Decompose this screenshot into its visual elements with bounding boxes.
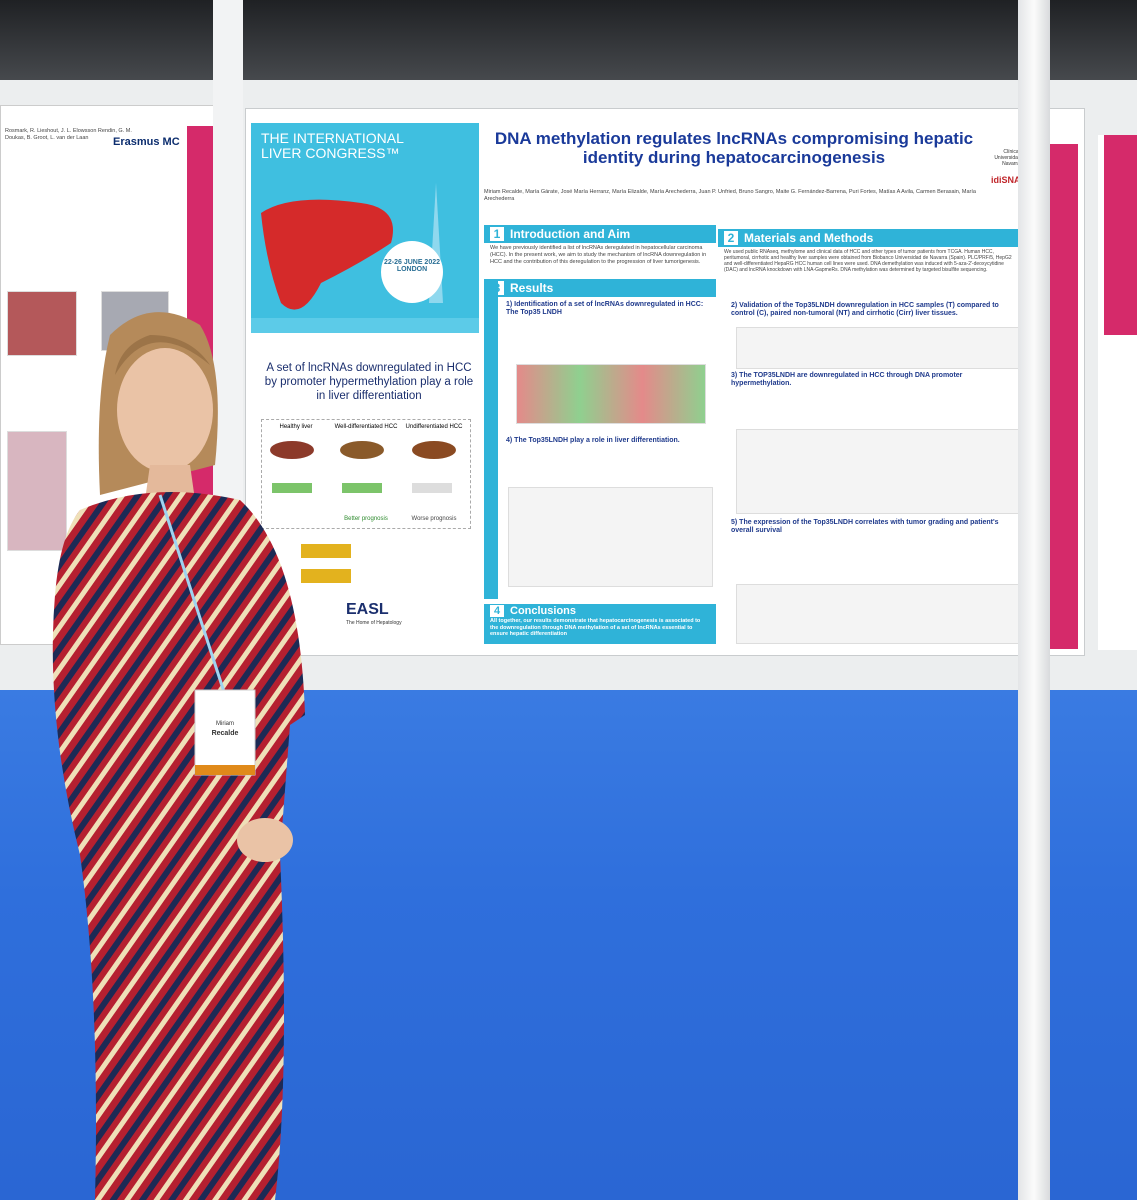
left-figure bbox=[7, 291, 77, 356]
result-heading: 4) The Top35LNDH play a role in liver di… bbox=[506, 437, 680, 444]
result-heading: 1) Identification of a set of lncRNAs do… bbox=[506, 301, 704, 316]
poster: THE INTERNATIONAL LIVER CONGRESS™ 22-26 … bbox=[245, 108, 1085, 656]
logo bbox=[301, 569, 351, 583]
bar-figure bbox=[736, 429, 1021, 514]
statement: A set of lncRNAs downregulated in HCC by… bbox=[264, 362, 474, 402]
stage: Well-differentiated HCC bbox=[334, 424, 398, 430]
left-figure bbox=[7, 431, 67, 551]
date-badge: 22-26 JUNE 2022 LONDON bbox=[381, 241, 443, 303]
heading-text: Introduction and Aim bbox=[510, 227, 631, 241]
stage: Healthy liver bbox=[279, 424, 313, 430]
logo bbox=[301, 544, 351, 558]
heading-text: Conclusions bbox=[510, 605, 577, 617]
stage-diagram: Healthy liver Well-differentiated HCC Un… bbox=[261, 419, 471, 529]
congress-panel: THE INTERNATIONAL LIVER CONGRESS™ 22-26 … bbox=[251, 123, 479, 333]
result-heading: 3) The TOP35LNDH are downregulated in HC… bbox=[731, 372, 963, 387]
prognosis: Worse prognosis bbox=[411, 516, 457, 522]
authors: Miriam Recalde, María Gárate, José María… bbox=[484, 189, 976, 202]
result-heading: 5) The expression of the Top35LNDH corre… bbox=[731, 519, 999, 534]
section: 1 Introduction and Aim We have previously… bbox=[484, 225, 716, 268]
right-poster bbox=[1098, 135, 1137, 650]
section: 2 Materials and Methods We used public RN… bbox=[718, 229, 1018, 275]
badge-surname: Recalde bbox=[212, 730, 239, 737]
dates: 22-26 JUNE 2022 bbox=[383, 259, 441, 266]
stage: Undifferentiated HCC bbox=[405, 424, 463, 430]
right-band bbox=[1104, 135, 1137, 335]
idisna: idiSNA bbox=[991, 175, 1021, 185]
city: LONDON bbox=[396, 266, 428, 273]
section-heading: 4 Conclusions bbox=[484, 604, 716, 618]
congress-name: THE INTERNATIONAL LIVER CONGRESS™ bbox=[261, 130, 404, 161]
bar-figure bbox=[508, 487, 713, 587]
section-text: We used public RNAseq, methylome and cli… bbox=[724, 249, 1012, 273]
heading-text: Results bbox=[510, 281, 554, 295]
institution: Clínica Universidad de Navarra bbox=[994, 149, 1028, 167]
livers bbox=[270, 441, 456, 493]
section: 4 Conclusions All together, our results d… bbox=[484, 604, 716, 644]
easl: EASL bbox=[346, 601, 389, 618]
left-logo: Erasmus MC bbox=[113, 136, 180, 148]
section-heading: 3Results bbox=[484, 279, 716, 297]
heading-text: Materials and Methods bbox=[744, 231, 874, 245]
badge-name: Miriam bbox=[216, 721, 234, 727]
section-number: 2 bbox=[724, 231, 738, 245]
section-text: We have previously identified a list of … bbox=[490, 245, 707, 265]
section-number: 4 bbox=[490, 605, 504, 617]
left-authors: Rosmark, R. Lieshout, J. L. Elowsson Ren… bbox=[5, 128, 132, 141]
survival-figure bbox=[736, 584, 1021, 644]
bar-figure bbox=[736, 327, 1021, 369]
easl-tagline: The Home of Hepatology bbox=[346, 620, 402, 626]
results-bar bbox=[484, 279, 498, 599]
result-heading: 2) Validation of the Top35LNDH downregul… bbox=[731, 302, 999, 317]
ceiling bbox=[0, 0, 1137, 90]
prognosis: Better prognosis bbox=[344, 516, 388, 522]
section-heading: 2 Materials and Methods bbox=[718, 229, 1018, 247]
section-text: All together, our results demonstrate th… bbox=[490, 618, 701, 637]
heatmap bbox=[516, 364, 706, 424]
section-heading: 1 Introduction and Aim bbox=[484, 225, 716, 243]
section: 3Results bbox=[484, 279, 716, 297]
presenter: Miriam Recalde bbox=[52, 312, 306, 1200]
section-number: 1 bbox=[490, 227, 504, 241]
pole bbox=[1018, 0, 1050, 1200]
poster-title: DNA methylation regulates lncRNAs compro… bbox=[494, 129, 974, 167]
